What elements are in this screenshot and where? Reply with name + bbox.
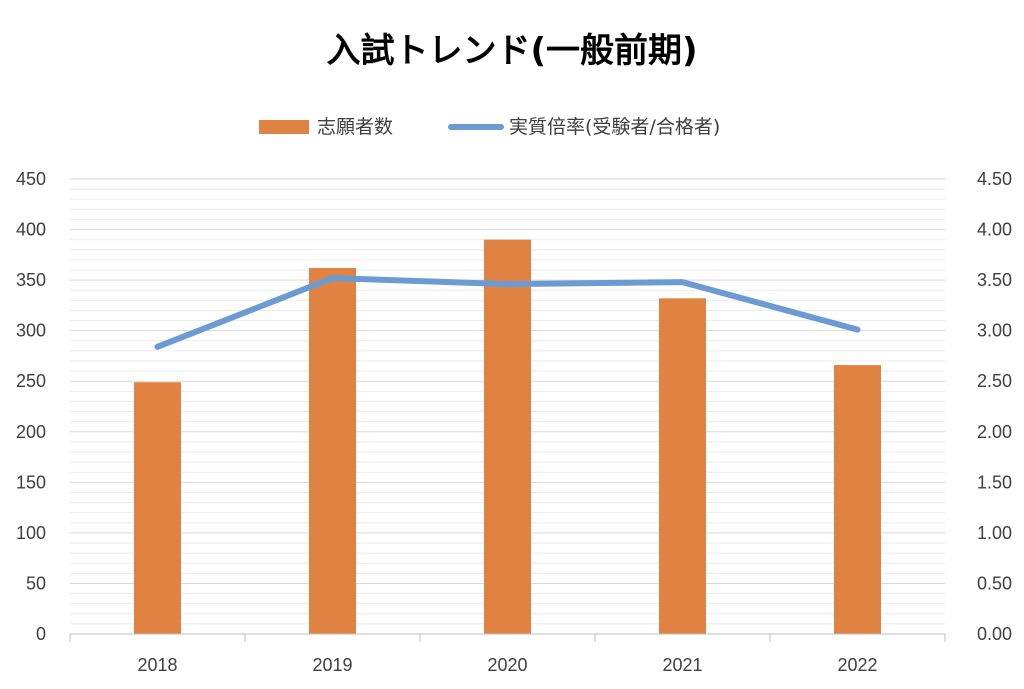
bar-series (134, 239, 881, 634)
y-axis-right: 0.00 0.50 1.00 1.50 2.00 2.50 3.00 3.50 4.00 4.50 (977, 169, 1012, 644)
bar-2018 (134, 382, 181, 634)
legend: 志願者数 実質倍率(受験者/合格者) (259, 116, 720, 138)
legend-label-ratio: 実質倍率(受験者/合格者) (509, 116, 720, 138)
x-tick-label-2019: 2019 (312, 655, 352, 675)
chart-title: 入試トレンド(一般前期) (326, 31, 697, 71)
y-right-tick-label: 0.50 (977, 573, 1012, 593)
y-right-tick-label: 1.00 (977, 523, 1012, 543)
y-right-tick-label: 4.50 (977, 169, 1012, 189)
x-tick-label-2022: 2022 (837, 655, 877, 675)
y-right-tick-label: 2.50 (977, 371, 1012, 391)
y-right-tick-label: 2.00 (977, 422, 1012, 442)
y-right-tick-label: 3.50 (977, 270, 1012, 290)
y-left-tick-label: 200 (16, 422, 46, 442)
y-left-tick-label: 450 (16, 169, 46, 189)
line-series (154, 275, 861, 350)
y-right-tick-label: 1.50 (977, 472, 1012, 492)
x-tick-label-2020: 2020 (487, 655, 527, 675)
x-axis: 2018 2019 2020 2021 2022 (69, 633, 946, 675)
legend-swatch-applicants (259, 120, 309, 134)
y-left-tick-label: 300 (16, 321, 46, 341)
y-axis-left: 0 50 100 150 200 250 300 350 400 450 (16, 169, 46, 644)
bar-2020 (484, 239, 531, 634)
bar-2022 (834, 365, 881, 634)
y-left-tick-label: 0 (36, 624, 46, 644)
y-right-tick-label: 3.00 (977, 321, 1012, 341)
y-left-tick-label: 50 (26, 573, 46, 593)
y-left-tick-label: 100 (16, 523, 46, 543)
legend-label-applicants: 志願者数 (317, 116, 393, 138)
y-left-tick-label: 250 (16, 371, 46, 391)
y-right-tick-label: 4.00 (977, 220, 1012, 240)
x-tick-label-2021: 2021 (662, 655, 702, 675)
bar-2019 (309, 267, 356, 634)
y-left-tick-label: 400 (16, 220, 46, 240)
x-tick-label-2018: 2018 (137, 655, 177, 675)
bar-2021 (659, 298, 706, 634)
y-right-tick-label: 0.00 (977, 624, 1012, 644)
y-left-tick-label: 350 (16, 270, 46, 290)
y-left-tick-label: 150 (16, 472, 46, 492)
